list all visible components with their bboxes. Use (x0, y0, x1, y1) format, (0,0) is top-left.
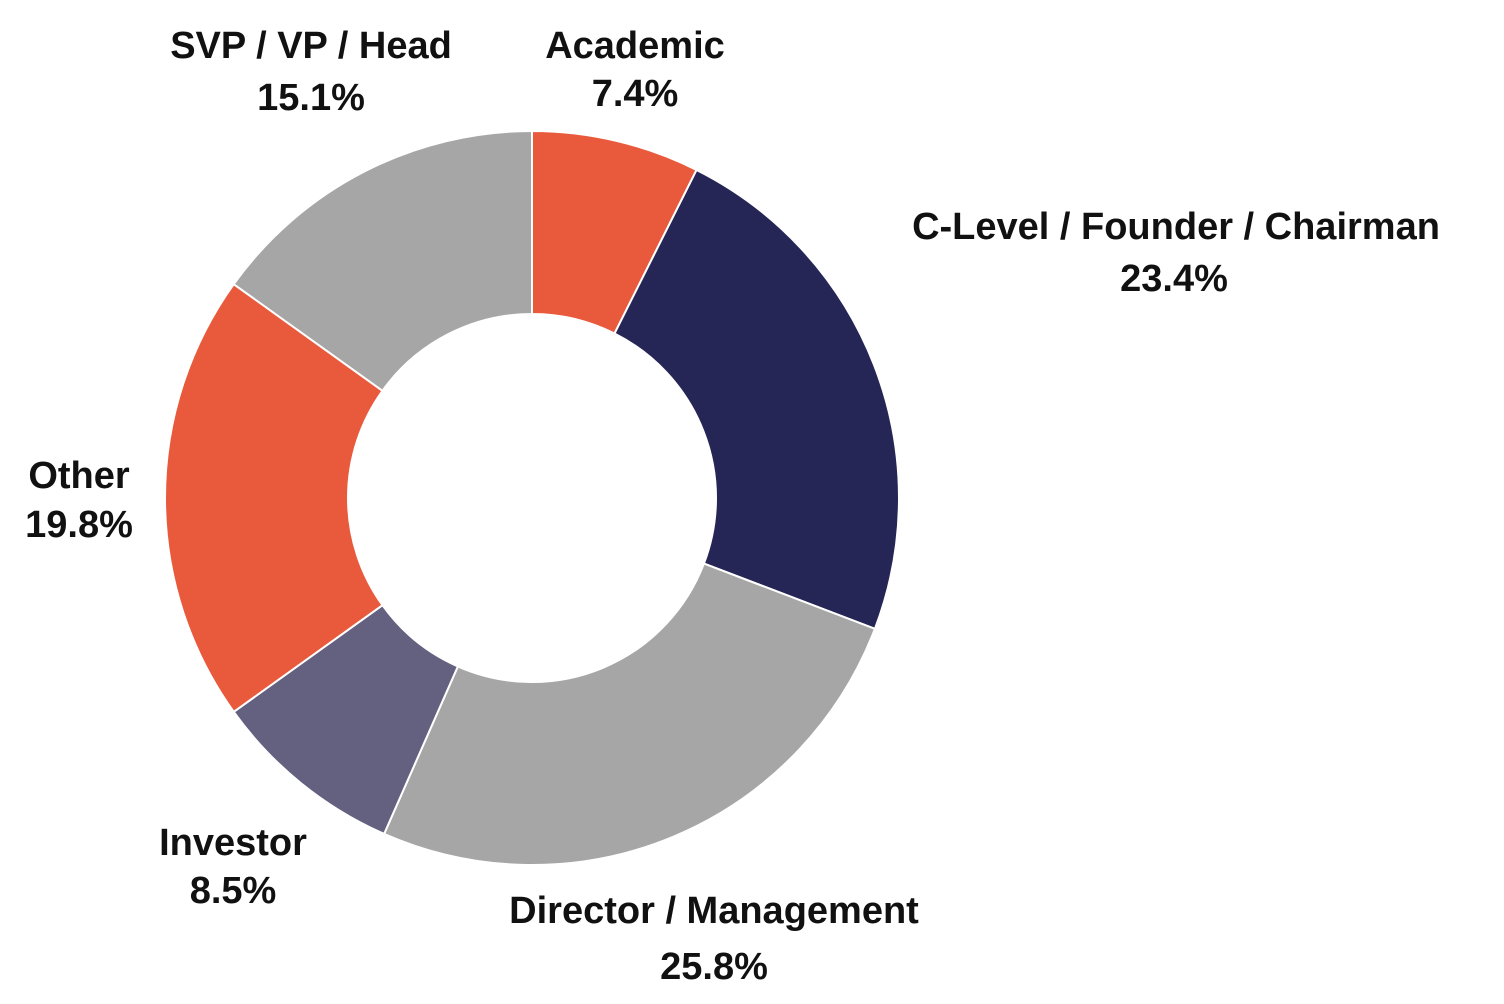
slice-label-c-level: C-Level / Founder / Chairman 23.4% (912, 206, 1440, 300)
slice-label-name: Academic (545, 25, 725, 67)
donut-slice-c-level-founder-chairman (613, 168, 900, 631)
donut-slices (164, 129, 900, 866)
slice-label-name: Other (28, 455, 130, 497)
slice-label-value: 25.8% (660, 946, 768, 988)
slice-label-director: Director / Management 25.8% (509, 890, 919, 988)
slice-label-investor: Investor 8.5% (159, 822, 307, 912)
slice-label-svp: SVP / VP / Head 15.1% (170, 25, 452, 119)
slice-label-value: 7.4% (592, 73, 679, 115)
slice-label-name: SVP / VP / Head (170, 25, 452, 67)
slice-label-name: C-Level / Founder / Chairman (912, 206, 1440, 248)
slice-label-value: 23.4% (1120, 258, 1228, 300)
donut-slice-other (164, 282, 384, 714)
slice-label-name: Director / Management (509, 890, 919, 932)
slice-label-value: 8.5% (190, 870, 277, 912)
slice-label-other: Other 19.8% (25, 455, 133, 546)
donut-slice-director-management (382, 562, 877, 866)
slice-label-name: Investor (159, 822, 307, 864)
slice-label-value: 15.1% (257, 77, 365, 119)
donut-slice-svp-vp-head (232, 129, 533, 393)
slice-label-academic: Academic 7.4% (545, 25, 725, 115)
slice-label-value: 19.8% (25, 504, 133, 546)
